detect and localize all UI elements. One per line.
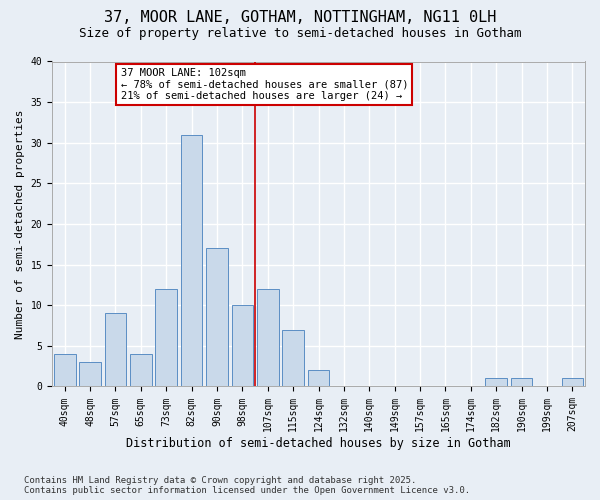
Text: Size of property relative to semi-detached houses in Gotham: Size of property relative to semi-detach… (79, 28, 521, 40)
Bar (485, 378, 507, 386)
Bar (104, 314, 126, 386)
Bar (562, 378, 583, 386)
Bar (257, 289, 278, 386)
Bar (54, 354, 76, 386)
Text: 37, MOOR LANE, GOTHAM, NOTTINGHAM, NG11 0LH: 37, MOOR LANE, GOTHAM, NOTTINGHAM, NG11 … (104, 10, 496, 25)
Bar (283, 330, 304, 386)
Bar (511, 378, 532, 386)
Bar (308, 370, 329, 386)
Bar (181, 134, 202, 386)
X-axis label: Distribution of semi-detached houses by size in Gotham: Distribution of semi-detached houses by … (126, 437, 511, 450)
Bar (79, 362, 101, 386)
Text: Contains HM Land Registry data © Crown copyright and database right 2025.
Contai: Contains HM Land Registry data © Crown c… (24, 476, 470, 495)
Bar (206, 248, 228, 386)
Bar (155, 289, 177, 386)
Bar (232, 305, 253, 386)
Bar (130, 354, 152, 386)
Y-axis label: Number of semi-detached properties: Number of semi-detached properties (15, 109, 25, 338)
Text: 37 MOOR LANE: 102sqm
← 78% of semi-detached houses are smaller (87)
21% of semi-: 37 MOOR LANE: 102sqm ← 78% of semi-detac… (121, 68, 408, 101)
